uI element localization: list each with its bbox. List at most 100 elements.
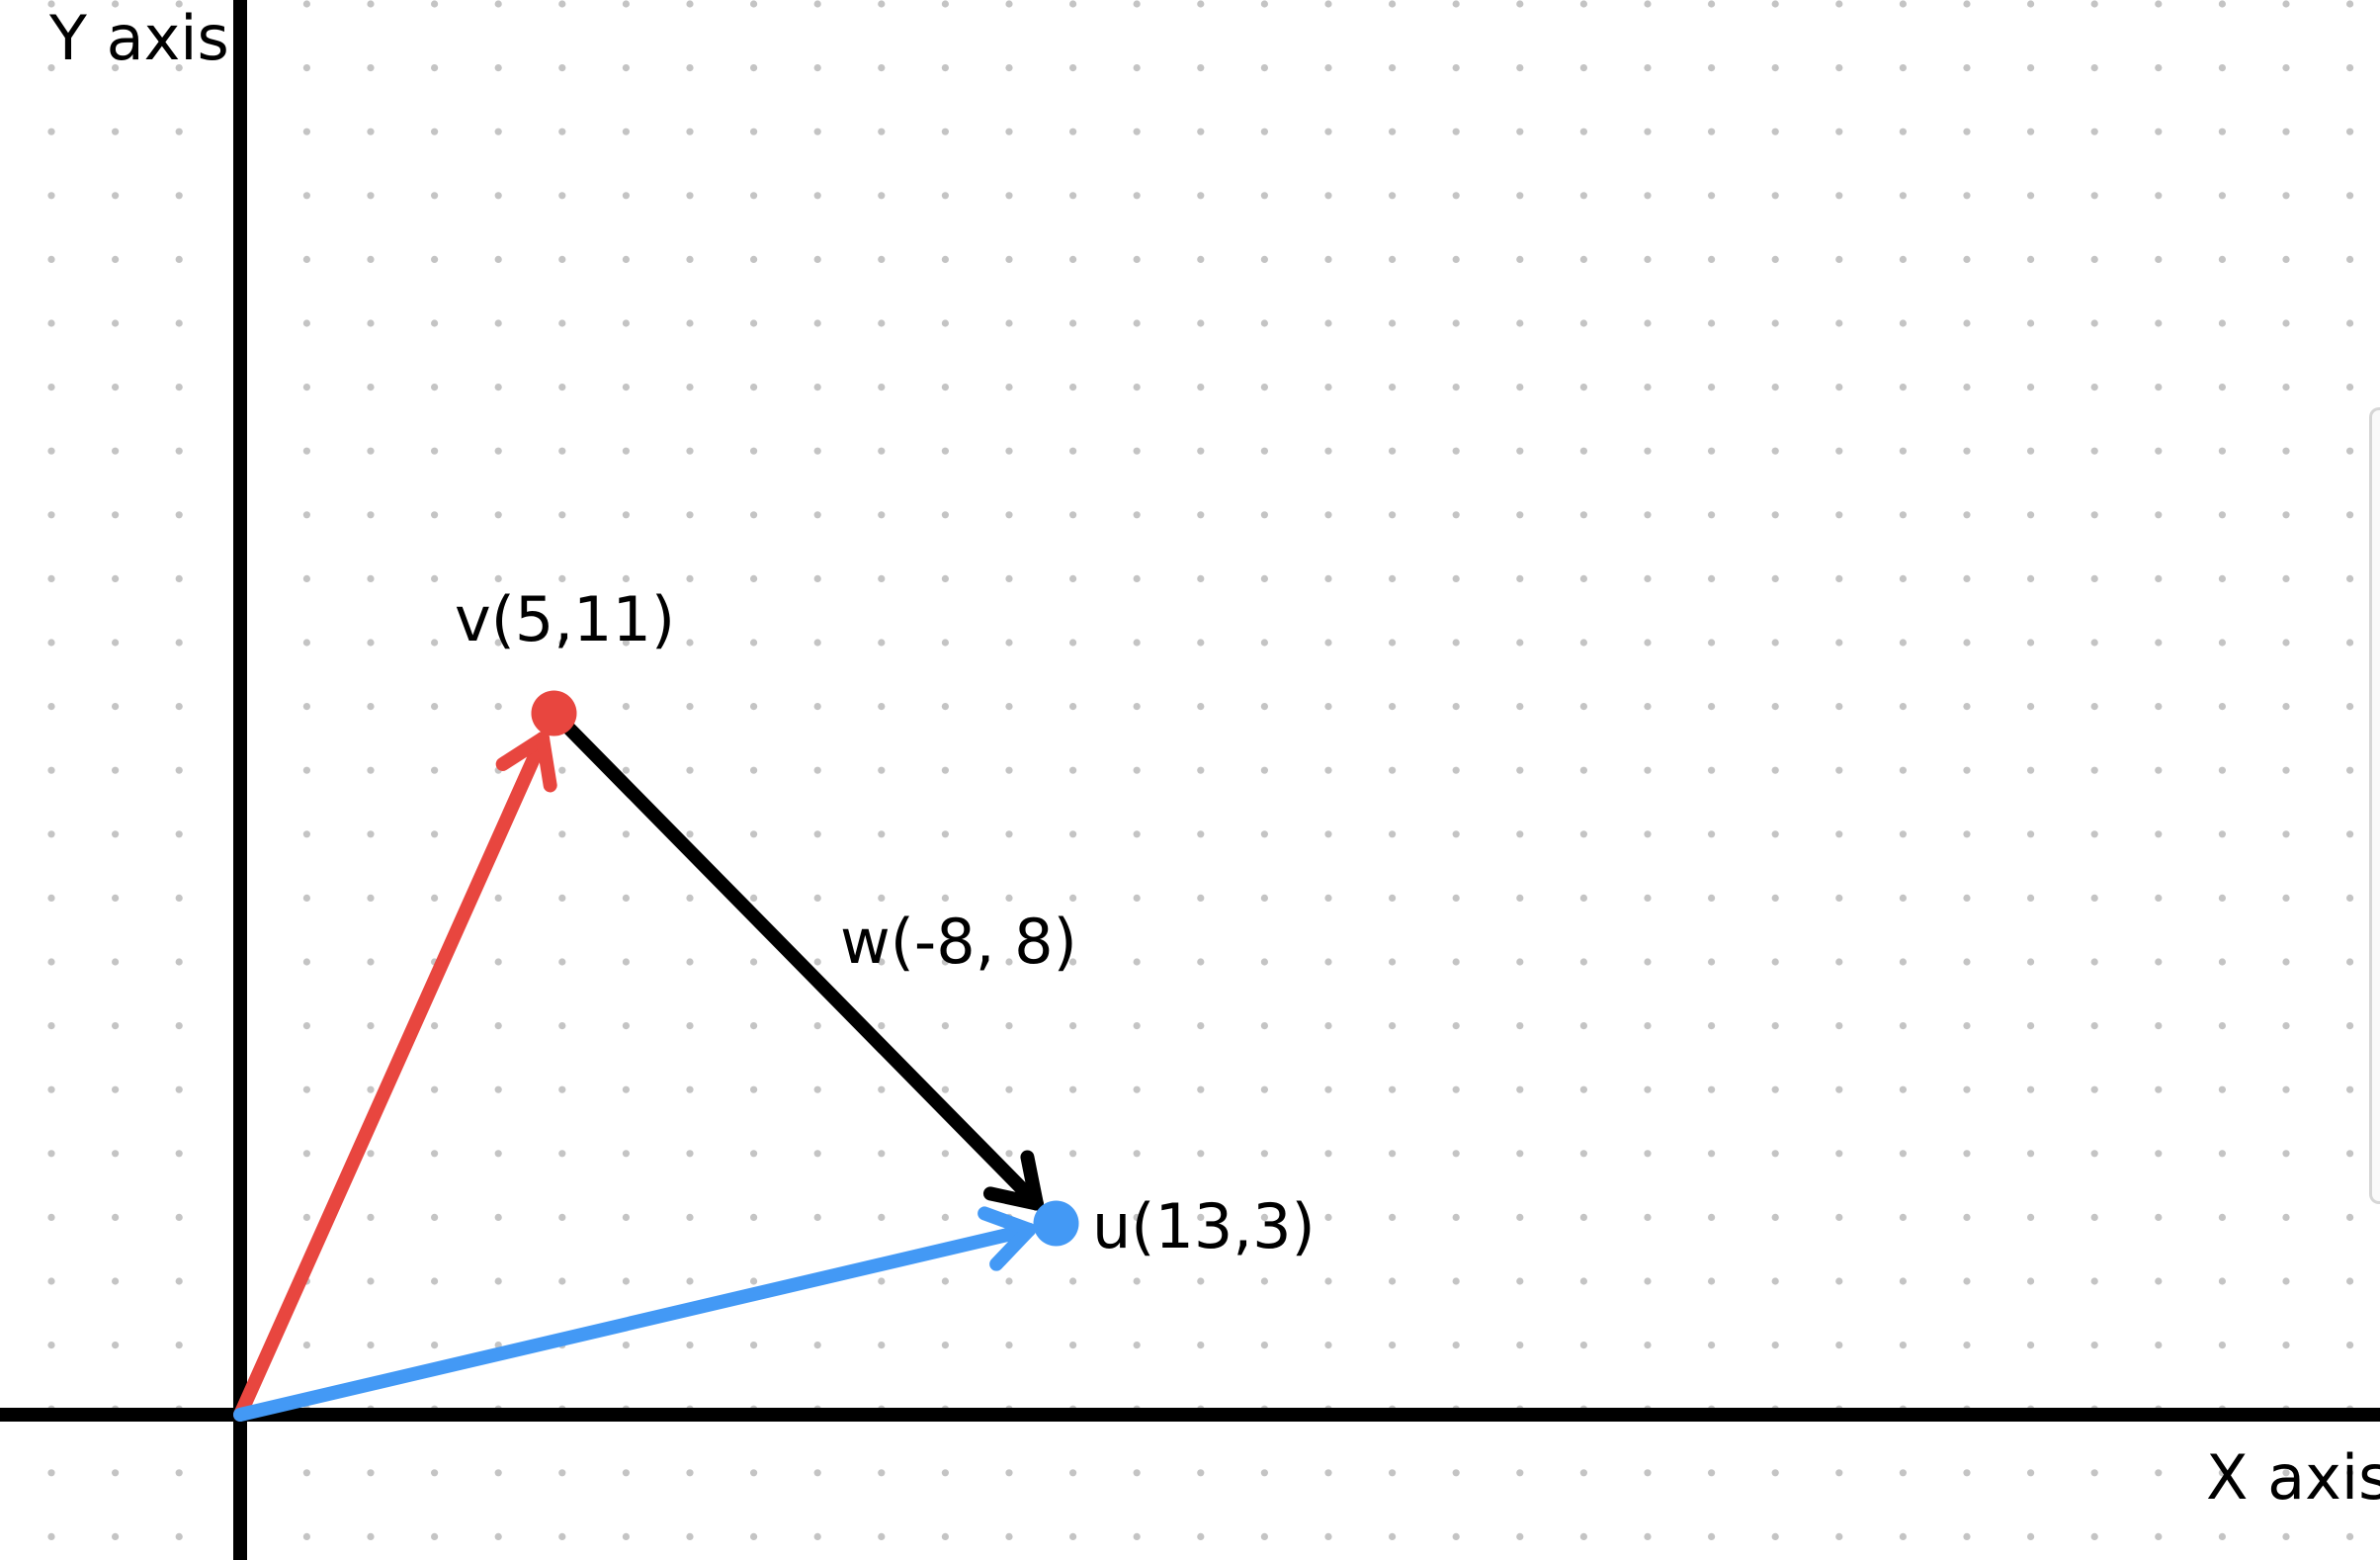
- grid-dot: [2155, 1469, 2163, 1477]
- grid-dot: [175, 511, 183, 519]
- grid-dot: [1197, 447, 1205, 455]
- grid-dot: [1899, 639, 1907, 647]
- grid-dot: [2090, 384, 2098, 391]
- grid-dot: [941, 639, 950, 647]
- grid-dot: [431, 0, 439, 8]
- grid-dot: [878, 1213, 886, 1221]
- grid-dot: [112, 384, 120, 391]
- grid-dot: [622, 384, 631, 391]
- grid-dot: [1005, 192, 1013, 200]
- grid-dot: [1708, 128, 1716, 135]
- grid-dot: [1260, 319, 1268, 327]
- grid-dot: [2346, 1085, 2354, 1093]
- grid-dot: [2090, 0, 2098, 8]
- grid-dot: [302, 894, 310, 903]
- grid-dot: [367, 511, 375, 519]
- grid-dot: [2155, 192, 2163, 200]
- grid-dot: [686, 958, 694, 966]
- grid-dot: [112, 447, 120, 455]
- scrollbar-edge[interactable]: [2369, 407, 2380, 1204]
- grid-dot: [494, 1532, 502, 1540]
- grid-dot: [47, 766, 55, 774]
- grid-dot: [2155, 574, 2163, 583]
- grid-dot: [431, 766, 439, 774]
- grid-dot: [367, 319, 375, 327]
- grid-dot: [1069, 255, 1077, 263]
- grid-dot: [2027, 128, 2035, 135]
- grid-dot: [47, 1342, 55, 1349]
- grid-dot: [431, 255, 439, 263]
- grid-dot: [1133, 1342, 1141, 1349]
- grid-dot: [1644, 830, 1652, 838]
- grid-dot: [175, 958, 183, 966]
- grid-dot: [431, 1532, 439, 1540]
- grid-dot: [941, 511, 950, 519]
- grid-dot: [2346, 1532, 2354, 1540]
- grid-dot: [1644, 1150, 1652, 1158]
- grid-dot: [1260, 1150, 1268, 1158]
- grid-dot: [1963, 255, 1971, 263]
- grid-dot: [1644, 384, 1652, 391]
- grid-dot: [1005, 766, 1013, 774]
- grid-dot: [47, 958, 55, 966]
- grid-dot: [1005, 64, 1013, 72]
- grid-dot: [47, 192, 55, 200]
- grid-dot: [1516, 894, 1524, 903]
- grid-dot: [686, 1532, 694, 1540]
- grid-dot: [494, 1277, 502, 1285]
- grid-dot: [2346, 894, 2354, 903]
- grid-dot: [1005, 574, 1013, 583]
- grid-dot: [1389, 894, 1397, 903]
- grid-dot: [1963, 1213, 1971, 1221]
- grid-dot: [431, 574, 439, 583]
- grid-dot: [1835, 958, 1843, 966]
- grid-dot: [1579, 64, 1587, 72]
- grid-dot: [1516, 1342, 1524, 1349]
- grid-dot: [1197, 192, 1205, 200]
- grid-dot: [1899, 574, 1907, 583]
- grid-dot: [2218, 255, 2226, 263]
- grid-dot: [367, 64, 375, 72]
- grid-dot: [1516, 1022, 1524, 1030]
- grid-dot: [1835, 64, 1843, 72]
- grid-dot: [750, 1342, 758, 1349]
- grid-dot: [1835, 1085, 1843, 1093]
- grid-dot: [750, 703, 758, 711]
- grid-dot: [302, 1085, 310, 1093]
- grid-dot: [175, 1342, 183, 1349]
- grid-dot: [686, 0, 694, 8]
- grid-dot: [1197, 319, 1205, 327]
- grid-dot: [2090, 255, 2098, 263]
- grid-dot: [1005, 447, 1013, 455]
- grid-dot: [1005, 958, 1013, 966]
- grid-dot: [1579, 0, 1587, 8]
- grid-dot: [1644, 447, 1652, 455]
- grid-dot: [112, 192, 120, 200]
- grid-dot: [2090, 1277, 2098, 1285]
- grid-dot: [686, 319, 694, 327]
- grid-dot: [1133, 192, 1141, 200]
- grid-dot: [47, 1022, 55, 1030]
- grid-dot: [1324, 894, 1332, 903]
- grid-dot: [813, 447, 821, 455]
- grid-dot: [1452, 1085, 1460, 1093]
- grid-dot: [1133, 894, 1141, 903]
- grid-dot: [494, 1150, 502, 1158]
- grid-dot: [1516, 958, 1524, 966]
- grid-dot: [47, 128, 55, 135]
- grid-dot: [686, 1277, 694, 1285]
- grid-dot: [2090, 1469, 2098, 1477]
- grid-dot: [2027, 703, 2035, 711]
- grid-dot: [2282, 1085, 2290, 1093]
- grid-dot: [2218, 511, 2226, 519]
- grid-dot: [431, 1342, 439, 1349]
- grid-dot: [2155, 0, 2163, 8]
- grid-dot: [302, 958, 310, 966]
- grid-dot: [750, 511, 758, 519]
- grid-dot: [1197, 703, 1205, 711]
- grid-dot: [878, 384, 886, 391]
- grid-dot: [1389, 447, 1397, 455]
- grid-dot: [1452, 319, 1460, 327]
- grid-dot: [1771, 894, 1779, 903]
- grid-dot: [1516, 128, 1524, 135]
